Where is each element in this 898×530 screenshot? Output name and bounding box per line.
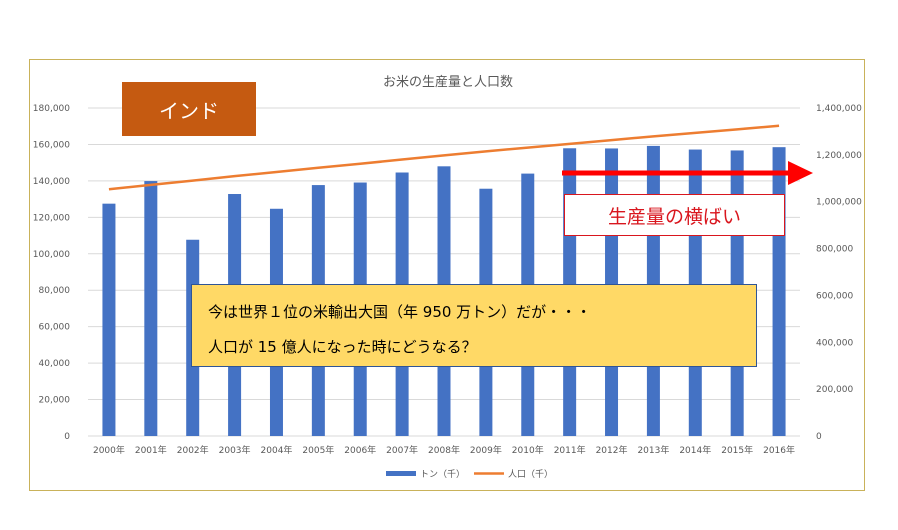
left-axis-tick-label: 80,000 [39, 286, 71, 296]
x-axis-tick-label: 2007年 [386, 444, 418, 456]
right-axis-tick-label: 800,000 [816, 245, 853, 255]
legend-label-line: 人口（千） [508, 469, 553, 480]
left-axis-tick-label: 100,000 [33, 250, 70, 260]
x-axis-tick-label: 2014年 [679, 444, 711, 456]
plateau-callout: 生産量の横ばい [564, 194, 785, 236]
x-axis-tick-label: 2005年 [302, 444, 334, 456]
right-axis-tick-label: 1,400,000 [816, 104, 862, 114]
x-axis-tick-label: 2008年 [428, 444, 460, 456]
chart-title: お米の生産量と人口数 [383, 74, 513, 90]
x-axis-tick-label: 2013年 [637, 444, 669, 456]
left-axis-tick-label: 20,000 [39, 396, 71, 406]
x-axis-tick-label: 2012年 [596, 444, 628, 456]
note-box: 今は世界１位の米輸出大国（年 950 万トン）だが・・・ 人口が 15 億人にな… [191, 284, 757, 367]
x-axis-tick-label: 2011年 [554, 444, 586, 456]
x-axis-tick-label: 2006年 [344, 444, 376, 456]
note-line-2: 人口が 15 億人になった時にどうなる？ [208, 338, 477, 356]
right-axis-tick-label: 400,000 [816, 338, 853, 348]
x-axis-tick-label: 2015年 [721, 444, 753, 456]
left-axis-tick-label: 120,000 [33, 213, 70, 223]
right-axis-tick-label: 1,200,000 [816, 151, 862, 161]
right-axis-tick-label: 0 [816, 432, 822, 442]
right-axis-tick-label: 200,000 [816, 385, 853, 395]
population-line [108, 124, 780, 191]
left-axis-tick-label: 40,000 [39, 359, 71, 369]
note-line-1: 今は世界１位の米輸出大国（年 950 万トン）だが・・・ [208, 303, 592, 321]
x-axis-tick-label: 2001年 [135, 444, 167, 456]
right-axis-tick-label: 1,000,000 [816, 198, 862, 208]
x-axis-tick-label: 2010年 [512, 444, 544, 456]
left-axis-tick-label: 160,000 [33, 140, 70, 150]
x-axis-tick-label: 2009年 [470, 444, 502, 456]
right-axis-tick-label: 600,000 [816, 291, 853, 301]
left-axis-tick-label: 180,000 [33, 104, 70, 114]
legend-label-bars: トン（千） [420, 469, 465, 480]
left-axis-tick-label: 60,000 [39, 323, 71, 333]
plateau-arrow-head [788, 161, 813, 185]
bar [144, 181, 158, 436]
bar [102, 203, 116, 436]
left-axis-tick-label: 140,000 [33, 177, 70, 187]
left-axis-tick-label: 0 [64, 432, 70, 442]
x-axis-tick-label: 2004年 [261, 444, 293, 456]
x-axis-tick-label: 2002年 [177, 444, 209, 456]
country-badge: インド [122, 82, 256, 136]
legend-swatch-bars [386, 471, 416, 476]
x-axis-tick-label: 2003年 [219, 444, 251, 456]
x-axis-tick-label: 2016年 [763, 444, 795, 456]
x-axis-tick-label: 2000年 [93, 444, 125, 456]
